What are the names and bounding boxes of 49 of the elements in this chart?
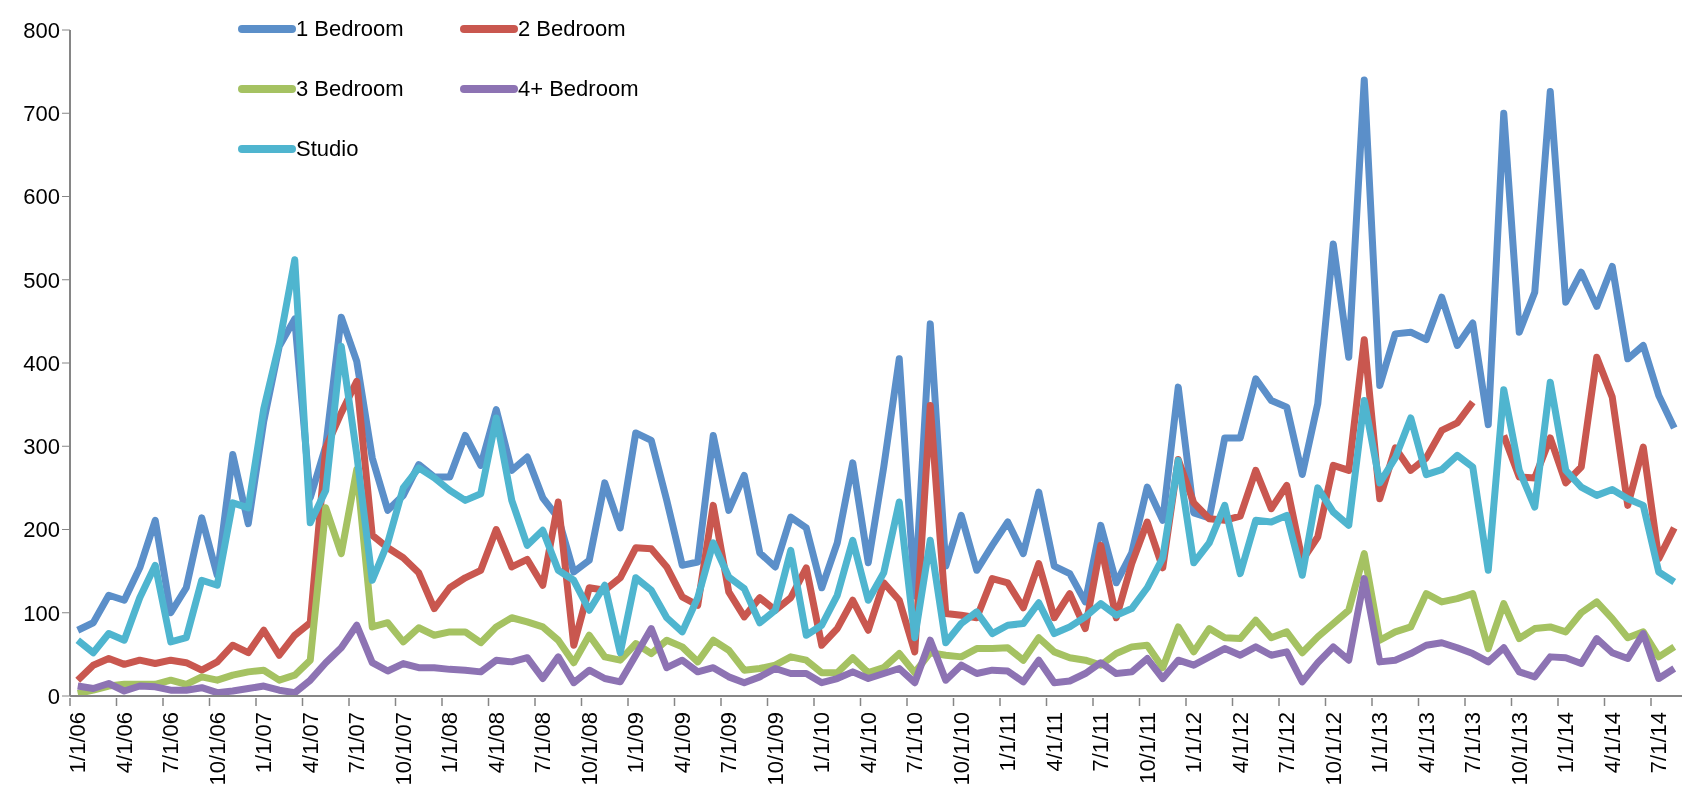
x-tick-label: 4/1/09 <box>669 712 695 774</box>
x-tick-label: 10/1/08 <box>576 712 602 786</box>
x-tick-label: 7/1/09 <box>716 712 742 774</box>
legend-label: Studio <box>296 136 359 162</box>
x-tick-label: 1/1/06 <box>65 712 91 774</box>
x-tick-label: 4/1/13 <box>1413 712 1439 774</box>
x-tick-label: 7/1/10 <box>902 712 928 774</box>
x-tick-label: 1/1/10 <box>809 712 835 774</box>
x-tick-label: 10/1/06 <box>204 712 230 786</box>
x-tick-label: 1/1/11 <box>995 712 1021 772</box>
x-tick-label: 1/1/14 <box>1553 712 1579 774</box>
y-tick-label: 400 <box>23 350 60 376</box>
y-tick-label: 100 <box>23 600 60 626</box>
x-tick-label: 4/1/12 <box>1227 712 1253 774</box>
y-tick-label: 800 <box>23 17 60 43</box>
x-tick-label: 4/1/07 <box>297 712 323 774</box>
x-tick-label: 4/1/10 <box>855 712 881 774</box>
x-tick-label: 10/1/11 <box>1134 712 1160 784</box>
y-tick-label: 300 <box>23 434 60 460</box>
y-tick-label: 600 <box>23 184 60 210</box>
x-tick-label: 1/1/08 <box>437 712 463 774</box>
y-tick-label: 700 <box>23 101 60 127</box>
x-tick-label: 4/1/08 <box>483 712 509 774</box>
x-tick-label: 10/1/13 <box>1506 712 1532 786</box>
x-tick-label: 4/1/14 <box>1599 712 1625 774</box>
x-tick-label: 7/1/13 <box>1460 712 1486 774</box>
x-tick-label: 7/1/06 <box>158 712 184 774</box>
x-tick-label: 7/1/11 <box>1088 712 1114 772</box>
x-tick-label: 4/1/11 <box>1041 712 1067 772</box>
x-tick-label: 7/1/12 <box>1274 712 1300 774</box>
x-tick-label: 1/1/12 <box>1181 712 1207 774</box>
x-tick-label: 7/1/08 <box>530 712 556 774</box>
legend-label: 2 Bedroom <box>518 16 626 42</box>
x-tick-label: 7/1/07 <box>344 712 370 774</box>
x-tick-label: 1/1/13 <box>1367 712 1393 774</box>
x-tick-label: 10/1/07 <box>390 712 416 786</box>
legend-label: 3 Bedroom <box>296 76 404 102</box>
y-tick-label: 200 <box>23 517 60 543</box>
x-tick-label: 1/1/07 <box>251 712 277 774</box>
x-tick-label: 1/1/09 <box>623 712 649 774</box>
x-tick-label: 4/1/06 <box>111 712 137 774</box>
y-tick-label: 500 <box>23 267 60 293</box>
x-tick-label: 10/1/12 <box>1320 712 1346 786</box>
legend-label: 1 Bedroom <box>296 16 404 42</box>
legend-label: 4+ Bedroom <box>518 76 639 102</box>
x-tick-label: 10/1/10 <box>948 712 974 786</box>
x-tick-label: 7/1/14 <box>1646 712 1672 774</box>
x-tick-label: 10/1/09 <box>762 712 788 786</box>
y-tick-label: 0 <box>47 683 60 709</box>
